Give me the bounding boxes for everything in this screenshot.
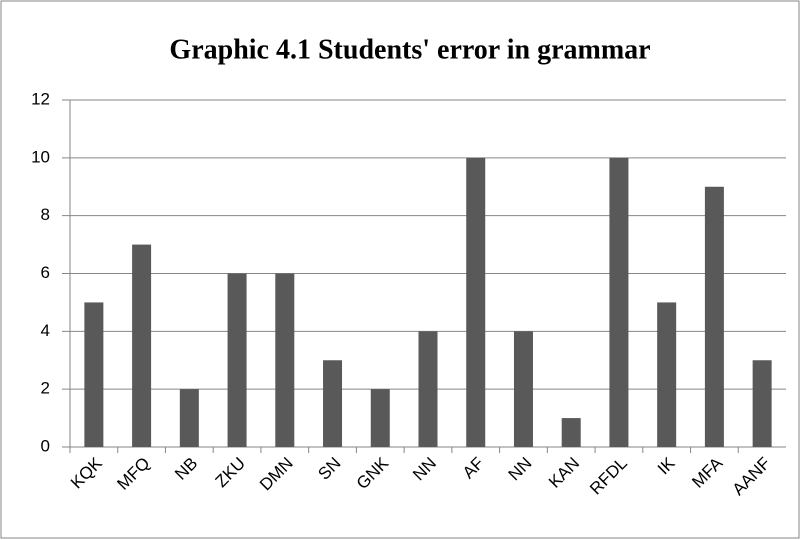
bar (466, 157, 486, 448)
bar (84, 302, 104, 447)
bar (227, 273, 247, 447)
bar (179, 389, 199, 447)
y-tick-label: 2 (41, 379, 50, 398)
bar (752, 360, 772, 447)
bar (418, 331, 438, 447)
chart-title: Graphic 4.1 Students' error in grammar (169, 34, 650, 65)
bar (609, 157, 629, 448)
bar (513, 331, 533, 447)
y-tick-label: 12 (31, 89, 50, 108)
bar (370, 389, 390, 447)
bar (132, 244, 152, 447)
y-tick-label: 6 (41, 263, 50, 282)
y-tick-label: 0 (41, 436, 50, 455)
bar (323, 360, 343, 447)
bar (561, 418, 581, 447)
y-tick-label: 4 (41, 321, 50, 340)
bar (275, 273, 295, 447)
y-tick-label: 8 (41, 205, 50, 224)
bar (657, 302, 677, 447)
bar (704, 186, 724, 447)
y-tick-label: 10 (31, 147, 50, 166)
